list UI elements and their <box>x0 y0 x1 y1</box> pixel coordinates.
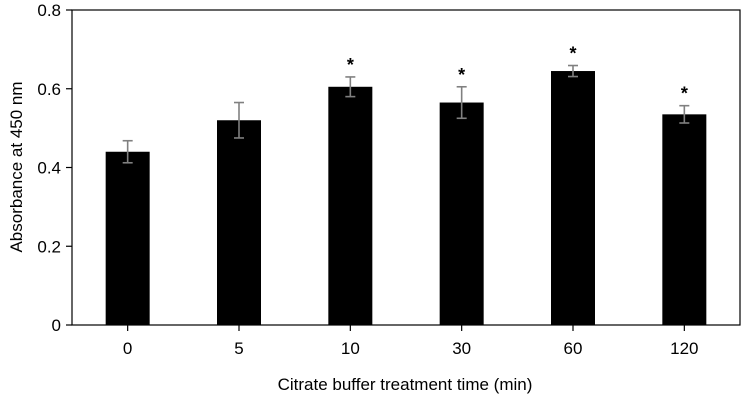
bar-5 <box>217 120 261 325</box>
bar-30 <box>439 102 484 325</box>
significance-star-10: * <box>347 55 354 75</box>
y-tick-label-0: 0 <box>52 316 61 335</box>
plot-area: 0 0.2 0.4 0.6 0.8 0 5 10 * 30 * 60 * 120 * <box>37 1 741 358</box>
x-tick-label-30: 30 <box>452 339 471 358</box>
y-tick-label-3: 0.6 <box>37 80 61 99</box>
y-axis-label: Absorbance at 450 nm <box>7 81 26 252</box>
x-axis-label: Citrate buffer treatment time (min) <box>278 375 533 394</box>
significance-star-120: * <box>681 84 688 104</box>
significance-star-30: * <box>458 65 465 85</box>
bar-10 <box>328 86 373 325</box>
bar-0 <box>105 151 150 325</box>
y-tick-label-2: 0.4 <box>37 159 61 178</box>
bar-60 <box>551 71 595 325</box>
bar-120 <box>662 114 707 325</box>
plot-frame <box>71 9 741 326</box>
y-tick-label-1: 0.2 <box>37 237 61 256</box>
x-tick-label-0: 0 <box>123 339 132 358</box>
y-tick-label-4: 0.8 <box>37 1 61 20</box>
x-tick-label-120: 120 <box>670 339 698 358</box>
x-tick-label-10: 10 <box>341 339 360 358</box>
x-tick-label-5: 5 <box>234 339 243 358</box>
significance-star-60: * <box>569 44 576 64</box>
x-tick-label-60: 60 <box>564 339 583 358</box>
